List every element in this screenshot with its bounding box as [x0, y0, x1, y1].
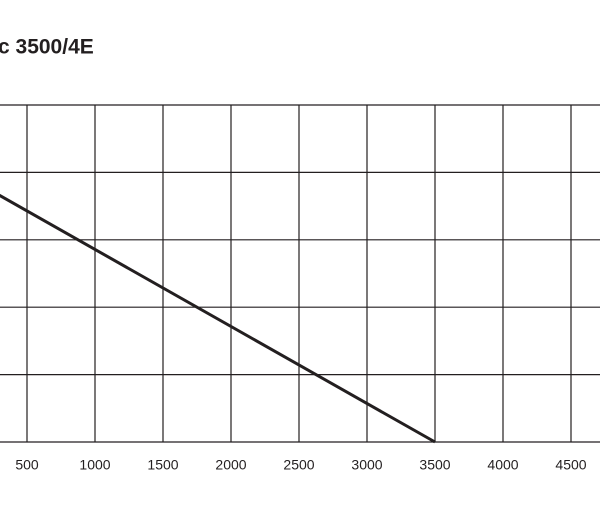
x-tick-label: 4500	[555, 457, 586, 473]
x-tick-label: 500	[15, 457, 39, 473]
x-tick-label: 2500	[283, 457, 314, 473]
x-tick-label: 1000	[79, 457, 110, 473]
x-tick-label: 3000	[351, 457, 382, 473]
data-line	[0, 193, 436, 444]
x-tick-label: 4000	[487, 457, 518, 473]
chart-title: c 3500/4E	[0, 36, 94, 59]
x-tick-label: 3500	[419, 457, 450, 473]
x-tick-label: 1500	[147, 457, 178, 473]
x-tick-label: 2000	[215, 457, 246, 473]
